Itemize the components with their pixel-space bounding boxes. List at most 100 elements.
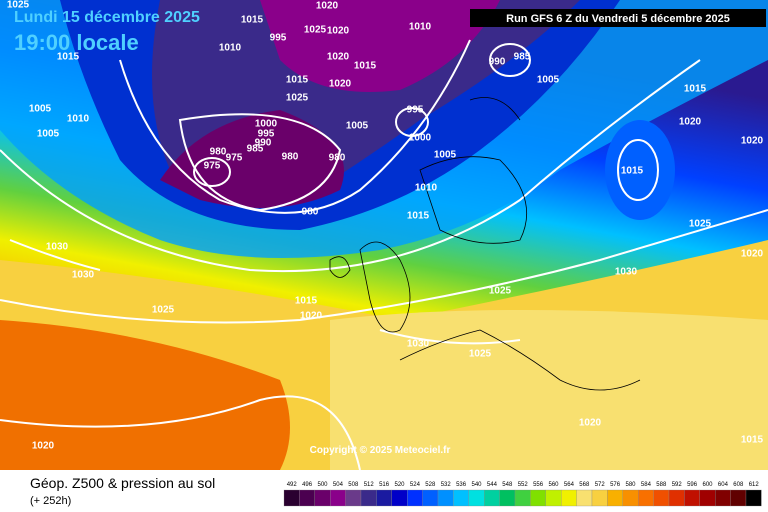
scale-swatch (360, 489, 377, 507)
scale-label: 580 (625, 482, 636, 488)
isobar-label: 1020 (579, 418, 602, 429)
isobar-label: 1030 (72, 270, 95, 281)
isobar-label: 1020 (741, 249, 764, 260)
scale-label: 528 (425, 482, 436, 488)
isobar-label: 995 (258, 129, 275, 140)
isobar-label: 1005 (29, 104, 52, 115)
isobar-label: 1010 (67, 114, 90, 125)
isobar-label: 1015 (295, 296, 318, 307)
scale-label: 588 (656, 482, 667, 488)
scale-label: 492 (287, 482, 298, 488)
scale-swatch (653, 489, 670, 507)
scale-swatch (484, 489, 500, 507)
scale-swatch (545, 489, 562, 507)
scale-label: 596 (687, 482, 698, 488)
copyright: Copyright © 2025 Meteociel.fr (310, 445, 451, 456)
isobar-label: 1030 (46, 242, 69, 253)
scale-label: 572 (595, 482, 606, 488)
scale-label: 576 (610, 482, 621, 488)
scale-swatch (345, 489, 362, 507)
isobar-label: 1015 (407, 211, 430, 222)
scale-label: 568 (579, 482, 590, 488)
isobar-label: 1010 (219, 43, 242, 54)
scale-label: 508 (348, 482, 359, 488)
scale-label: 548 (502, 482, 513, 488)
scale-label: 556 (533, 482, 544, 488)
isobar-label: 975 (226, 153, 243, 164)
isobar-label: 1015 (621, 166, 644, 177)
scale-label: 520 (394, 482, 405, 488)
scale-swatch (607, 489, 623, 507)
scale-label: 564 (564, 482, 575, 488)
isobar-label: 990 (489, 57, 506, 68)
scale-label: 592 (672, 482, 683, 488)
scale-label: 496 (302, 482, 313, 488)
isobar-label: 1015 (57, 52, 80, 63)
scale-swatch (699, 489, 716, 507)
scale-swatch (730, 489, 747, 507)
scale-label: 584 (641, 482, 652, 488)
forecast-time: 19:00 locale (14, 30, 139, 55)
isobar-label: 1030 (615, 267, 638, 278)
scale-swatch (514, 489, 531, 507)
scale-swatch (376, 489, 392, 507)
legend-title: Géop. Z500 & pression au sol (30, 475, 215, 491)
scale-swatch (591, 489, 608, 507)
isobar-label: 1020 (679, 117, 702, 128)
isobar-label: 1015 (741, 435, 764, 446)
isobar-label: 1020 (329, 79, 352, 90)
isobar-label: 990 (255, 138, 272, 149)
color-scale: 492 496 500 504 508 512 516 520 524 528 532 536 540 5… (283, 482, 762, 507)
scale-swatch (453, 489, 469, 507)
isobar-label: 1020 (327, 26, 350, 37)
isobar-label: 980 (282, 152, 299, 163)
scale-swatch (622, 489, 639, 507)
scale-label: 540 (471, 482, 482, 488)
run-info: Run GFS 6 Z du Vendredi 5 décembre 2025 (506, 13, 730, 25)
scale-swatch (576, 489, 593, 507)
isobar-label: 1025 (489, 286, 512, 297)
scale-swatch (283, 489, 300, 507)
isobar-label: 1020 (741, 136, 764, 147)
isobar-label: 1005 (537, 75, 560, 86)
scale-label: 504 (333, 482, 344, 488)
isobar-label: 1025 (689, 219, 712, 230)
isobar-label: 1015 (684, 84, 707, 95)
scale-swatch (561, 489, 577, 507)
scale-swatch (422, 489, 439, 507)
isobar-label: 1000 (409, 133, 432, 144)
isobar-label: 980 (302, 207, 319, 218)
isobar-label: 1020 (300, 311, 323, 322)
scale-label: 536 (456, 482, 467, 488)
scale-label: 552 (518, 482, 529, 488)
scale-swatch (684, 489, 700, 507)
scale-swatch (499, 489, 516, 507)
run-banner (470, 9, 766, 27)
scale-label: 532 (441, 482, 452, 488)
isobar-label: 1005 (434, 150, 457, 161)
scale-swatch (468, 489, 485, 507)
scale-swatch (638, 489, 654, 507)
scale-label: 512 (364, 482, 375, 488)
isobar-label: 1000 (255, 119, 278, 130)
lead-time: (+ 252h) (30, 495, 71, 507)
scale-swatch (530, 489, 546, 507)
map-background (0, 0, 768, 471)
scale-swatch (715, 489, 731, 507)
isobar-label: 975 (204, 161, 221, 172)
isobar-label: 1025 (469, 349, 492, 360)
isobar-label: 1015 (286, 75, 309, 86)
scale-swatch (437, 489, 454, 507)
isobar-label: 995 (270, 33, 287, 44)
scale-swatch (314, 489, 331, 507)
scale-label: 544 (487, 482, 498, 488)
isobar-label: 980 (210, 147, 227, 158)
isobar-label: 1020 (316, 1, 339, 12)
isobar-label: 995 (407, 105, 424, 116)
isobar-label: 1015 (354, 61, 377, 72)
scale-label: 524 (410, 482, 421, 488)
scale-label: 500 (317, 482, 328, 488)
isobar-label: 1025 (304, 25, 327, 36)
